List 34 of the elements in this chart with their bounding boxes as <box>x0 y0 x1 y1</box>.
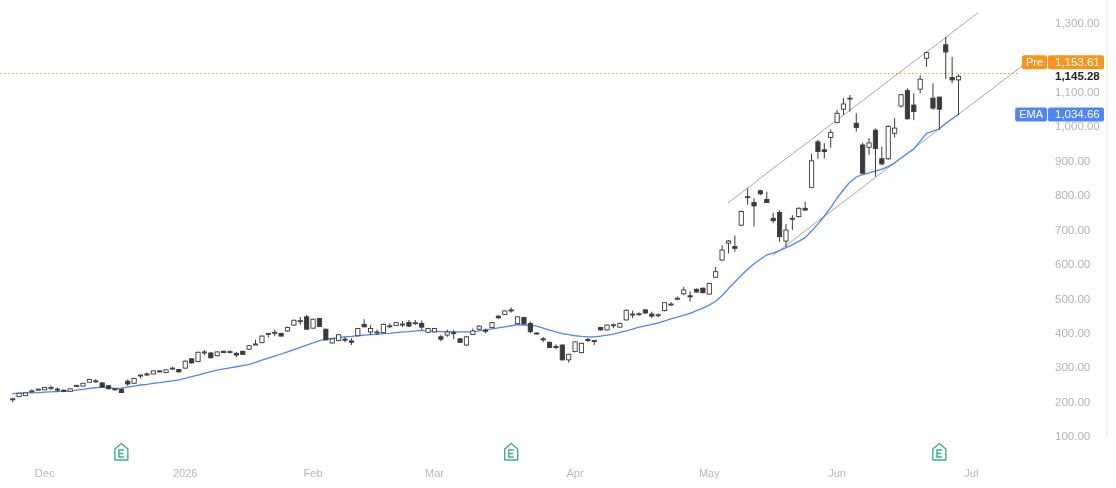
x-tick-label: Feb <box>303 467 323 479</box>
y-tick-label: 700.00 <box>1055 223 1091 236</box>
y-tick-label: 1,100.00 <box>1055 85 1100 98</box>
y-tick-label: 300.00 <box>1055 361 1091 374</box>
text: EMA 1,034.66 <box>1019 108 1100 121</box>
x-tick-label: May <box>698 467 721 479</box>
line-series <box>12 113 960 395</box>
y-tick-label: 200.00 <box>1055 395 1091 408</box>
x-tick-label: Apr <box>566 467 584 479</box>
line-series <box>727 12 979 203</box>
candlestick <box>917 74 923 94</box>
y-tick-label: 1,000.00 <box>1055 120 1100 133</box>
x-tick-label: Jun <box>828 467 846 479</box>
y-tick-label: 800.00 <box>1055 189 1091 202</box>
y-tick-label: 400.00 <box>1055 326 1091 339</box>
x-tick-label: Dec <box>34 467 55 479</box>
x-tick-label: Mar <box>425 467 445 479</box>
ref-line-label: Pre 1,153.61 <box>1025 56 1100 69</box>
y-tick-label: 500.00 <box>1055 292 1091 305</box>
y-tick-label: 1,300.00 <box>1055 17 1100 30</box>
candlestick <box>853 112 859 133</box>
candlestick <box>732 235 738 253</box>
candlestick <box>540 336 546 343</box>
candlestick <box>847 94 853 113</box>
y-tick-label: 600.00 <box>1055 258 1091 271</box>
candlestick <box>751 197 757 228</box>
y-tick-label: 900.00 <box>1055 154 1091 167</box>
x-tick-label: Jul <box>964 467 979 479</box>
candlestick <box>828 128 834 149</box>
y-tick-label: 100.00 <box>1055 430 1091 443</box>
text: 1,145.28 <box>1055 70 1100 83</box>
candlestick <box>943 36 949 80</box>
x-tick-label: 2026 <box>173 467 198 479</box>
candlestick <box>687 290 693 303</box>
